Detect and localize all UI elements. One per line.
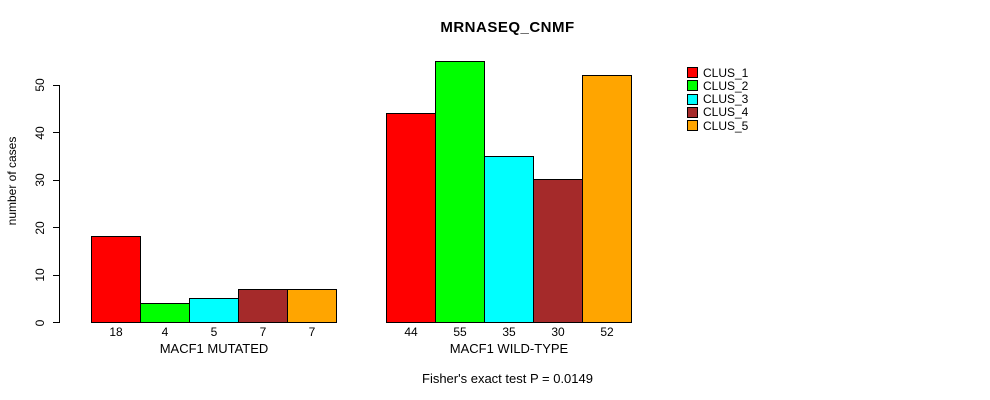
legend-item-clus_2: CLUS_2 <box>687 79 748 92</box>
annotation-text: Fisher's exact test P = 0.0149 <box>422 371 593 386</box>
bar-clus_2 <box>140 303 190 323</box>
legend-item-clus_4: CLUS_4 <box>687 106 748 119</box>
bar-clus_1 <box>386 113 436 323</box>
bar-clus_3 <box>484 156 534 323</box>
bar-value-label: 55 <box>453 325 467 339</box>
chart-title: MRNASEQ_CNMF <box>440 19 575 36</box>
y-tick-label: 20 <box>33 220 47 235</box>
legend-label: CLUS_4 <box>703 105 749 120</box>
bar-value-label: 5 <box>210 325 218 339</box>
y-tick-label: 0 <box>33 319 47 326</box>
bar-clus_3 <box>189 298 239 323</box>
group-label: MACF1 WILD-TYPE <box>449 341 569 356</box>
bar-value-label: 7 <box>308 325 316 339</box>
bar-clus_2 <box>435 61 485 323</box>
legend-item-clus_5: CLUS_5 <box>687 119 748 132</box>
y-tick-mark <box>53 274 60 276</box>
group-label: MACF1 MUTATED <box>159 341 269 356</box>
y-tick-mark <box>53 227 60 228</box>
y-tick-mark <box>53 179 60 181</box>
y-axis-label: number of cases <box>5 136 19 226</box>
legend-label: CLUS_1 <box>703 65 749 80</box>
bar-clus_5 <box>287 289 337 323</box>
legend-label: CLUS_3 <box>703 92 749 107</box>
bar-value-label: 4 <box>161 325 169 339</box>
bar-value-label: 30 <box>551 325 565 339</box>
bar-value-label: 18 <box>109 325 123 339</box>
bar-clus_1 <box>91 236 141 323</box>
legend-label: CLUS_2 <box>703 78 749 93</box>
bar-clus_4 <box>533 179 583 323</box>
y-tick-label: 10 <box>33 268 47 282</box>
y-tick-label: 40 <box>33 125 47 140</box>
legend-swatch <box>687 67 698 79</box>
bar-clus_5 <box>582 75 632 323</box>
bar-clus_4 <box>238 289 288 323</box>
legend-swatch <box>687 93 698 105</box>
legend-swatch <box>687 106 698 118</box>
y-axis-line <box>59 84 60 323</box>
legend-swatch <box>687 80 698 92</box>
legend-label: CLUS_5 <box>703 118 749 133</box>
bar-value-label: 44 <box>404 325 418 339</box>
legend-item-clus_3: CLUS_3 <box>687 93 748 106</box>
y-tick-label: 30 <box>33 173 47 187</box>
bar-value-label: 52 <box>600 325 614 339</box>
y-tick-mark <box>53 132 60 133</box>
y-tick-label: 50 <box>33 78 47 92</box>
y-tick-mark <box>53 322 60 323</box>
legend-item-clus_1: CLUS_1 <box>687 66 748 79</box>
legend: CLUS_1 CLUS_2 CLUS_3 CLUS_4 CLUS_5 <box>687 66 748 132</box>
legend-swatch <box>687 120 698 132</box>
y-tick-mark <box>53 84 60 86</box>
bar-value-label: 35 <box>502 325 516 339</box>
bar-value-label: 7 <box>259 325 267 339</box>
